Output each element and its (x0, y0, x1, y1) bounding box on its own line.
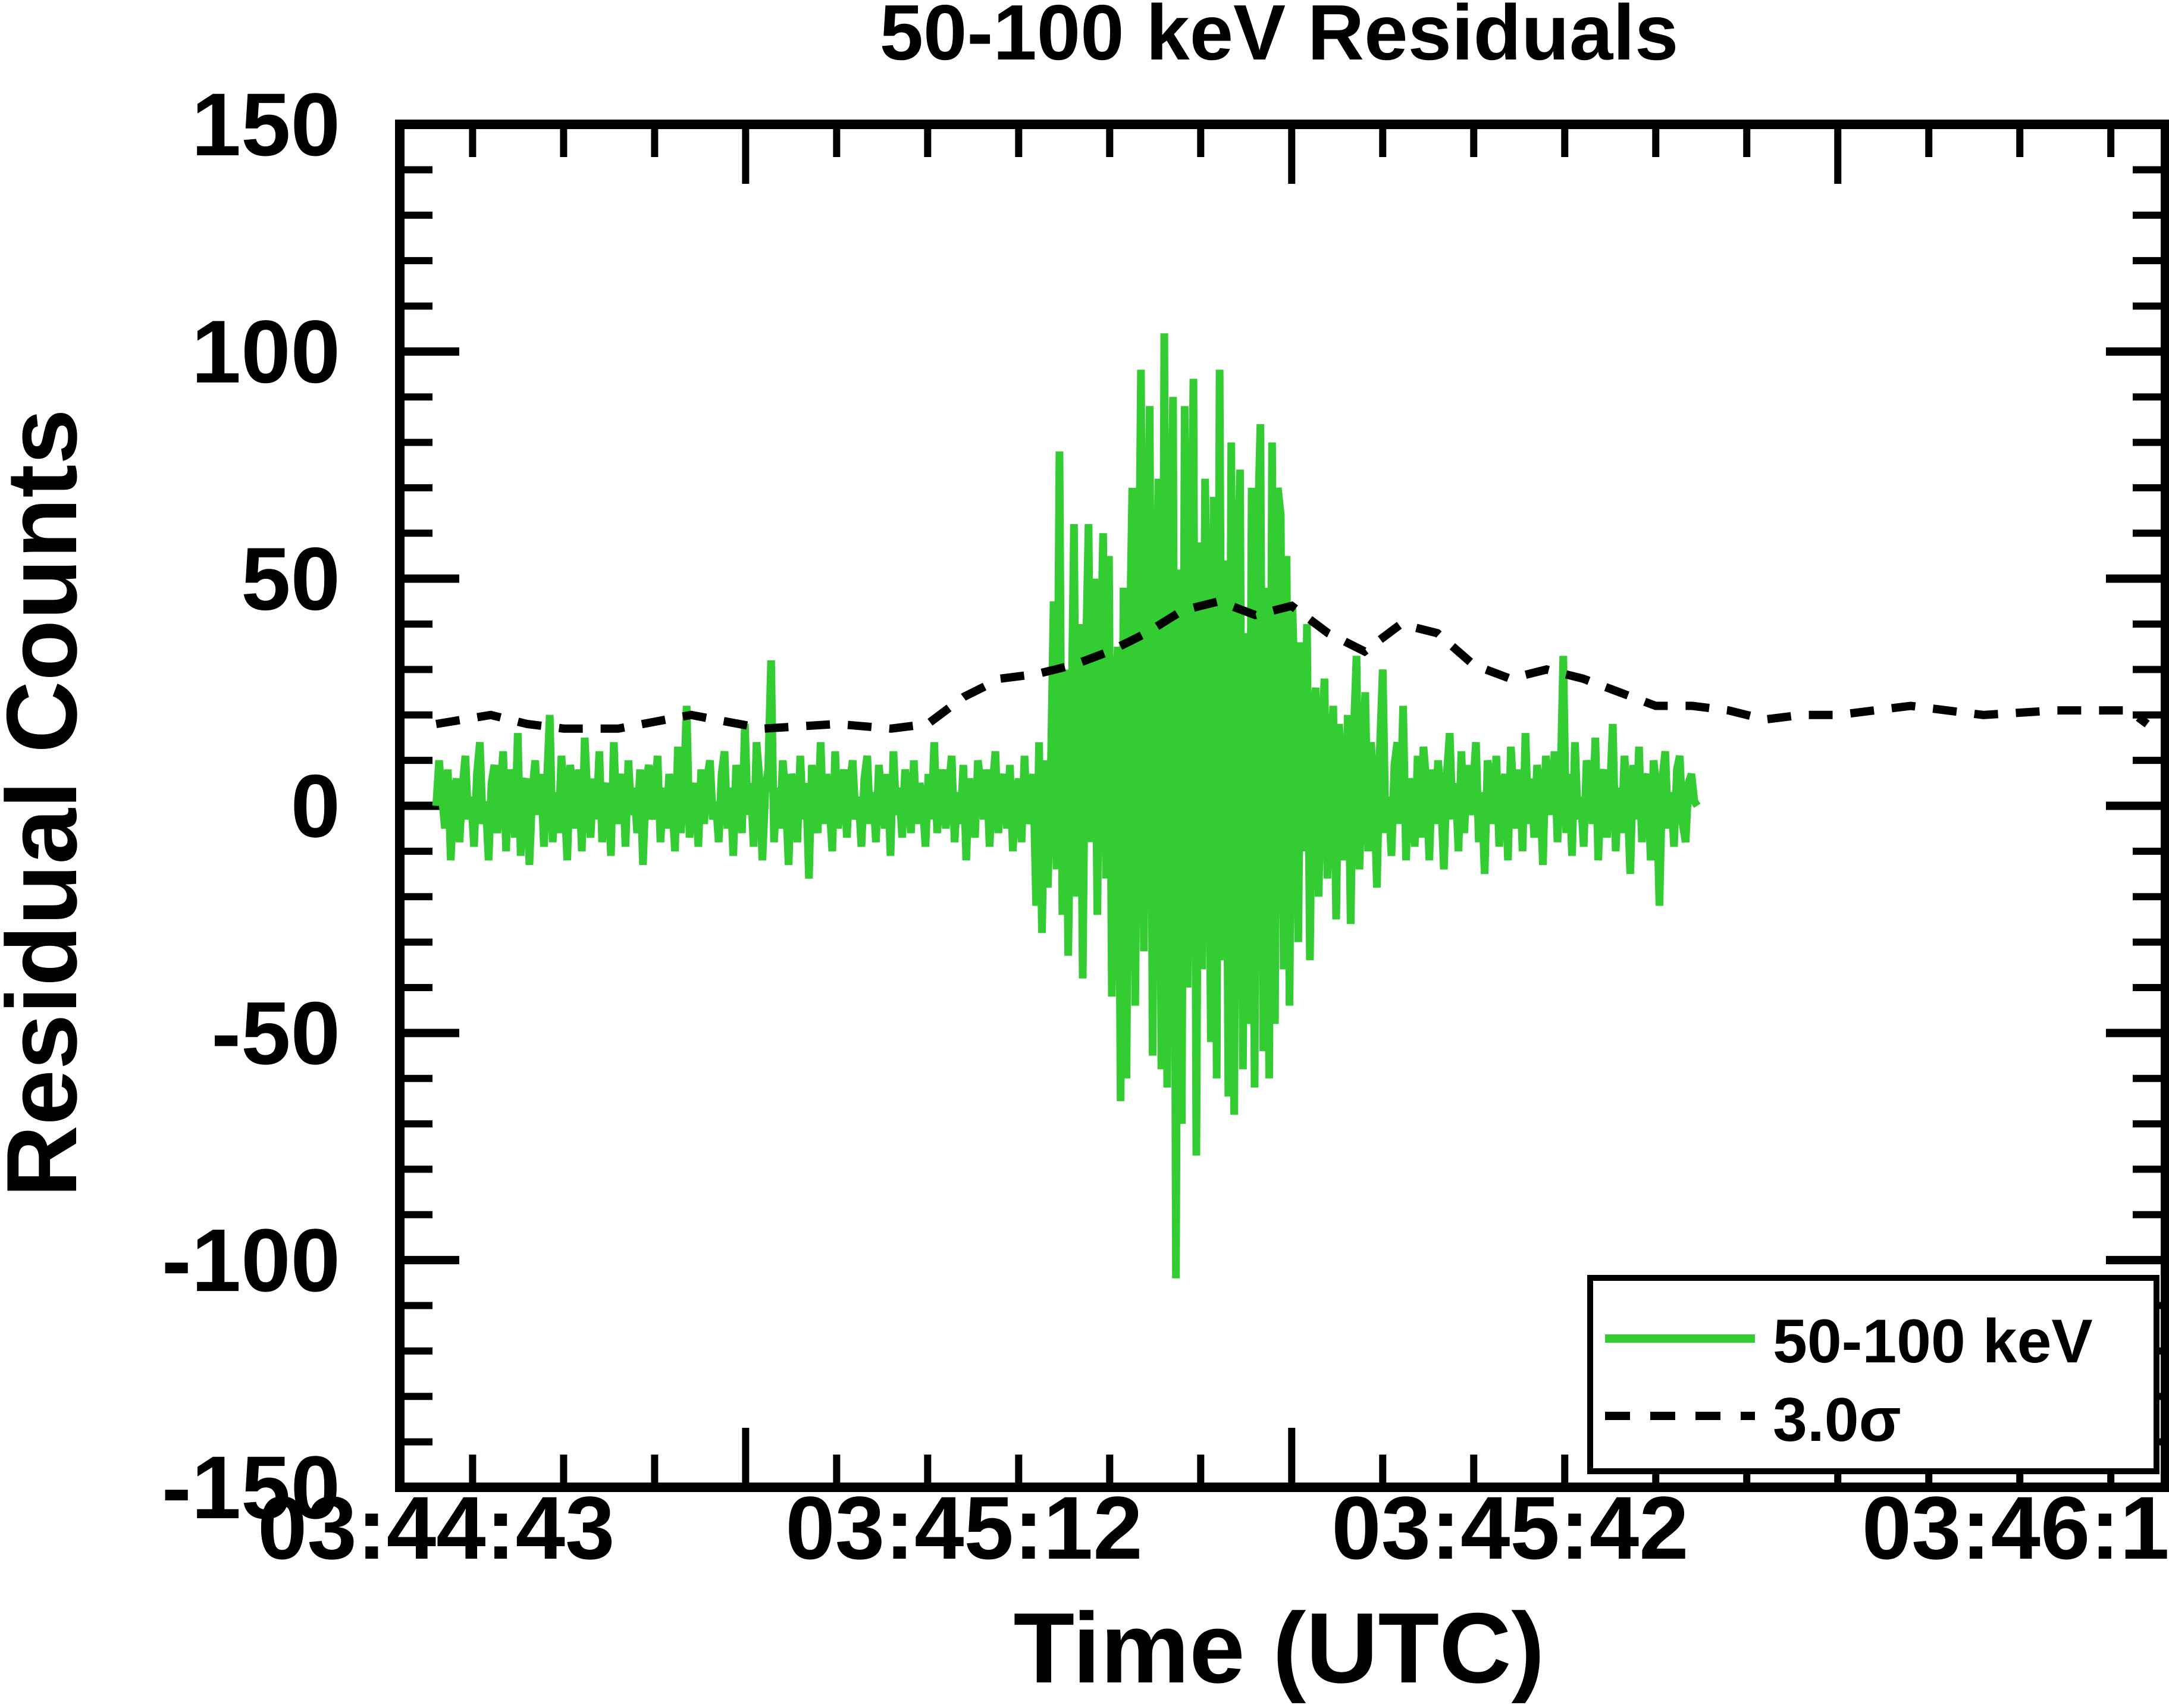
y-tick-label: -150 (162, 1437, 340, 1537)
axis-ticks: -150 -100 -50 0 50 100 150 03:44:43 03:45:12 03:4… (162, 74, 2169, 1578)
chart-title: 50-100 keV Residuals (880, 0, 1679, 76)
x-tick-label: 03:45:42 (1331, 1478, 1688, 1578)
x-tick-label: 03:46:11 (1862, 1478, 2169, 1578)
x-tick-label: 03:44:43 (258, 1478, 615, 1578)
y-axis-label: Residual Counts (0, 409, 98, 1197)
y-tick-label: 100 (192, 302, 340, 402)
plot-frame (395, 120, 2169, 1492)
series-line-3sigma (435, 597, 2150, 733)
series-line-50-100kev (432, 333, 1701, 1278)
x-axis-label: Time (UTC) (1014, 1592, 1545, 1704)
y-tick-label: 50 (241, 529, 340, 629)
legend-label-sigma: 3.0σ (1773, 1386, 1901, 1455)
x-tick-label: 03:45:12 (785, 1478, 1142, 1578)
plot-series (432, 333, 2150, 1278)
y-tick-label: 0 (291, 756, 340, 856)
legend: 50-100 keV 3.0σ (1587, 1275, 2159, 1474)
legend-box (1587, 1275, 2159, 1474)
y-tick-label: -50 (211, 983, 340, 1083)
legend-label-series: 50-100 keV (1773, 1307, 2093, 1376)
y-tick-label: -100 (162, 1210, 340, 1310)
y-tick-label: 150 (192, 74, 340, 174)
